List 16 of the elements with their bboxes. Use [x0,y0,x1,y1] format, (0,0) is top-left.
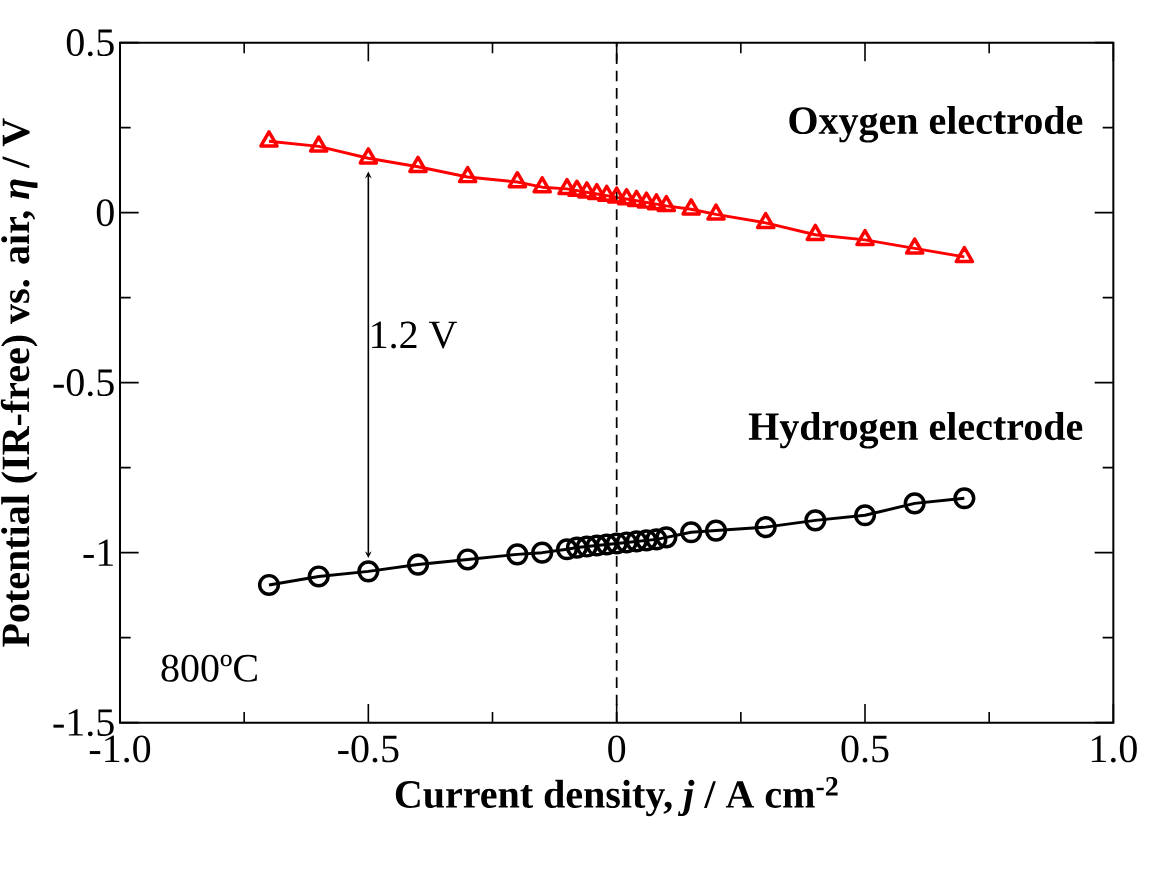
x-tick-label: -1.0 [89,735,151,763]
y-tick-label: 0 [96,199,114,227]
x-tick-label: 0 [608,735,626,763]
annotation: Hydrogen electrode [748,411,1083,449]
annotation: 800ºC [161,654,257,682]
x-tick-label: 1.0 [1091,735,1137,763]
y-axis-title: Potential (IR-free) vs. air, η / V [0,118,38,647]
x-tick-label: -0.5 [338,735,399,763]
y-tick-label: -1.5 [53,709,114,736]
x-tick-label: 0.5 [841,735,889,763]
annotation: 1.2 V [372,321,457,349]
x-axis-title: Current density,j / A cm$^{-2}$ [395,776,838,817]
annotation: Oxygen electrode [789,105,1083,143]
y-tick-label: -0.5 [53,368,114,397]
y-tick-label: 0.5 [66,28,114,57]
y-tick-label: -1 [83,539,113,566]
